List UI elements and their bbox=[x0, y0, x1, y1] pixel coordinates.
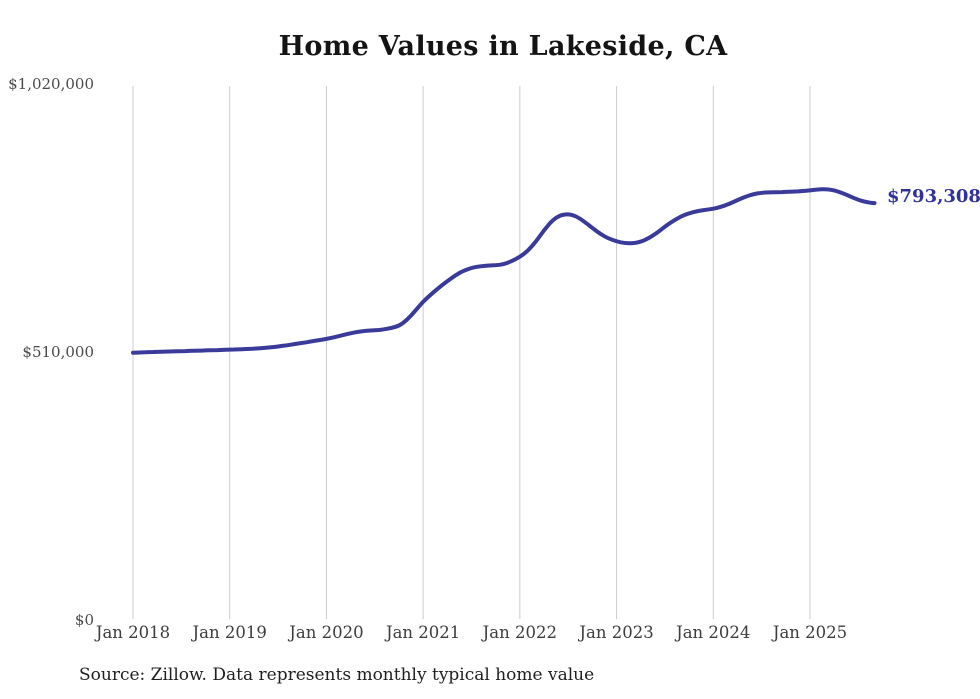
x-tick-label: Jan 2021 bbox=[385, 623, 461, 642]
x-tick-label: Jan 2018 bbox=[95, 623, 171, 642]
source-note: Source: Zillow. Data represents monthly … bbox=[79, 665, 595, 685]
x-tick-label: Jan 2020 bbox=[289, 623, 364, 642]
y-tick-label: $510,000 bbox=[22, 343, 94, 361]
x-tick-label: Jan 2025 bbox=[772, 623, 848, 642]
y-tick-label: $0 bbox=[74, 611, 94, 629]
x-tick-label: Jan 2024 bbox=[676, 623, 751, 642]
latest-value-label: $793,308 bbox=[887, 186, 980, 207]
y-tick-label: $1,020,000 bbox=[8, 75, 94, 93]
gridlines bbox=[132, 86, 811, 619]
x-tick-label: Jan 2022 bbox=[482, 623, 557, 642]
x-tick-label: Jan 2023 bbox=[579, 623, 654, 642]
chart-title: Home Values in Lakeside, CA bbox=[278, 31, 728, 62]
x-tick-label: Jan 2019 bbox=[192, 623, 267, 642]
home-value-line bbox=[131, 187, 877, 355]
